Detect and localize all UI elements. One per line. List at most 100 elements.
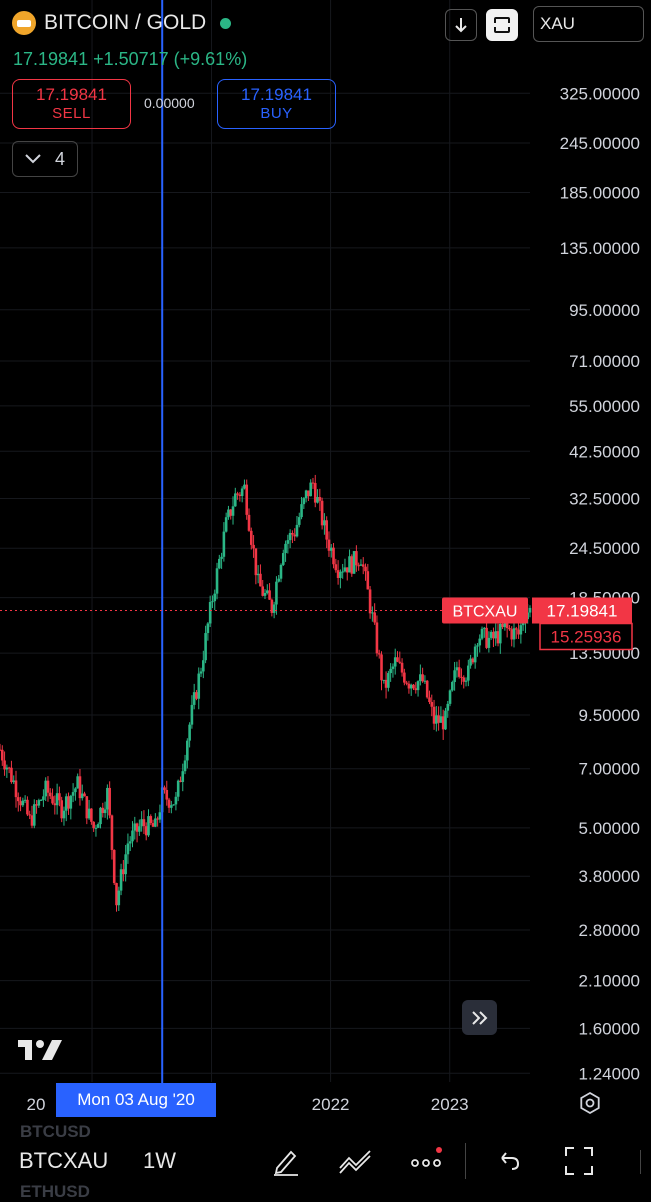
candle-body (64, 796, 68, 811)
y-tick-label: 32.50000 (569, 490, 640, 509)
candle-body (204, 633, 207, 661)
candle-body (128, 841, 132, 844)
last-price-label: 17.19841 (547, 602, 618, 621)
draw-icon (274, 1150, 298, 1176)
candle-body (133, 823, 137, 831)
symbol-list-item[interactable]: ETHUSD (20, 1182, 90, 1201)
buy-button[interactable]: 17.19841 BUY (217, 79, 336, 129)
candle-body (435, 715, 438, 724)
candle-body (279, 564, 283, 579)
candle-body (256, 573, 260, 576)
candle-body (254, 548, 258, 576)
undo-button[interactable] (490, 1143, 526, 1179)
candle-body (387, 673, 390, 688)
candle-body (403, 672, 406, 683)
timeframe-selector[interactable]: 1W (143, 1148, 176, 1173)
candle-body (183, 760, 187, 772)
y-tick-label: 42.50000 (569, 442, 640, 461)
candle-body (343, 567, 347, 572)
candle-body (277, 578, 281, 582)
candle-body (74, 788, 77, 793)
candle-body (220, 556, 223, 559)
candle-body (396, 657, 399, 662)
indicators-toggle[interactable]: 4 (12, 141, 78, 177)
candle-body (393, 657, 397, 667)
candle-body (345, 567, 349, 573)
candle-body (432, 706, 436, 724)
candle-body (167, 799, 171, 808)
more-button[interactable] (408, 1143, 444, 1179)
candle-body (510, 629, 514, 640)
candle-body (19, 801, 22, 806)
candle-body (275, 581, 278, 605)
candle-body (375, 622, 379, 654)
candle-body (295, 524, 299, 537)
candle-body (311, 482, 315, 484)
toolbar-overflow[interactable] (640, 1150, 651, 1174)
candle-body (206, 623, 210, 634)
y-tick-label: 5.00000 (579, 819, 640, 838)
candle-body (218, 558, 221, 569)
symbol-header[interactable]: BITCOIN / GOLD (12, 11, 232, 35)
x-tick-label: 20 (27, 1095, 46, 1114)
candle-body (5, 767, 9, 770)
fullscreen-button[interactable] (486, 9, 518, 41)
candle-body (494, 631, 498, 639)
alt-price-tag (539, 622, 633, 651)
candle-body (316, 497, 319, 503)
indicator-count: 4 (54, 148, 65, 169)
candle-body (229, 509, 233, 516)
download-button[interactable] (445, 9, 477, 41)
symbol-list-item[interactable]: BTCUSD (20, 1122, 91, 1141)
symbol-selector[interactable]: BTCXAU (19, 1148, 109, 1173)
candle-body (12, 780, 16, 783)
candle-body (444, 710, 447, 730)
draw-tool-button[interactable] (268, 1143, 304, 1179)
candle-body (457, 667, 461, 677)
candle-body (151, 823, 155, 827)
candle-body (514, 628, 518, 630)
candle-body (199, 671, 203, 674)
candle-body (55, 793, 59, 806)
candle-body (28, 814, 31, 816)
candle-body (154, 818, 157, 827)
symbol-search-input[interactable] (533, 6, 644, 42)
candle-body (211, 601, 214, 603)
candle-body (334, 564, 338, 571)
candle-body (23, 799, 27, 801)
patterns-button[interactable] (337, 1143, 373, 1179)
candle-body (309, 482, 312, 497)
candle-body (476, 645, 479, 647)
candle-body (293, 534, 296, 537)
candle-body (231, 506, 235, 516)
candle-body (234, 493, 237, 507)
candle-body (446, 703, 450, 711)
candle-body (469, 658, 472, 666)
candle-body (170, 805, 173, 808)
sell-price: 17.19841 (36, 85, 107, 104)
candle-body (496, 631, 500, 644)
candle-body (281, 553, 285, 565)
expand-button[interactable] (561, 1143, 597, 1179)
candle-body (302, 498, 306, 505)
candle-body (149, 816, 153, 824)
candle-body (14, 780, 18, 798)
candle-body (485, 627, 488, 648)
candle-body (108, 787, 111, 816)
sell-button[interactable]: 17.19841 SELL (12, 79, 131, 129)
candle-body (332, 547, 335, 565)
candle-body (492, 631, 495, 639)
scroll-to-realtime-button[interactable] (462, 1000, 497, 1035)
candle-body (483, 627, 486, 629)
candle-body (10, 767, 13, 783)
y-tick-label: 24.50000 (569, 539, 640, 558)
settings-icon[interactable] (578, 1091, 602, 1115)
candle-body (67, 796, 70, 809)
candle-body (103, 809, 107, 814)
candle-body (286, 540, 290, 544)
candle-body (389, 668, 392, 674)
candle-body (368, 589, 372, 614)
candle-body (313, 483, 317, 503)
candle-body (487, 637, 491, 648)
